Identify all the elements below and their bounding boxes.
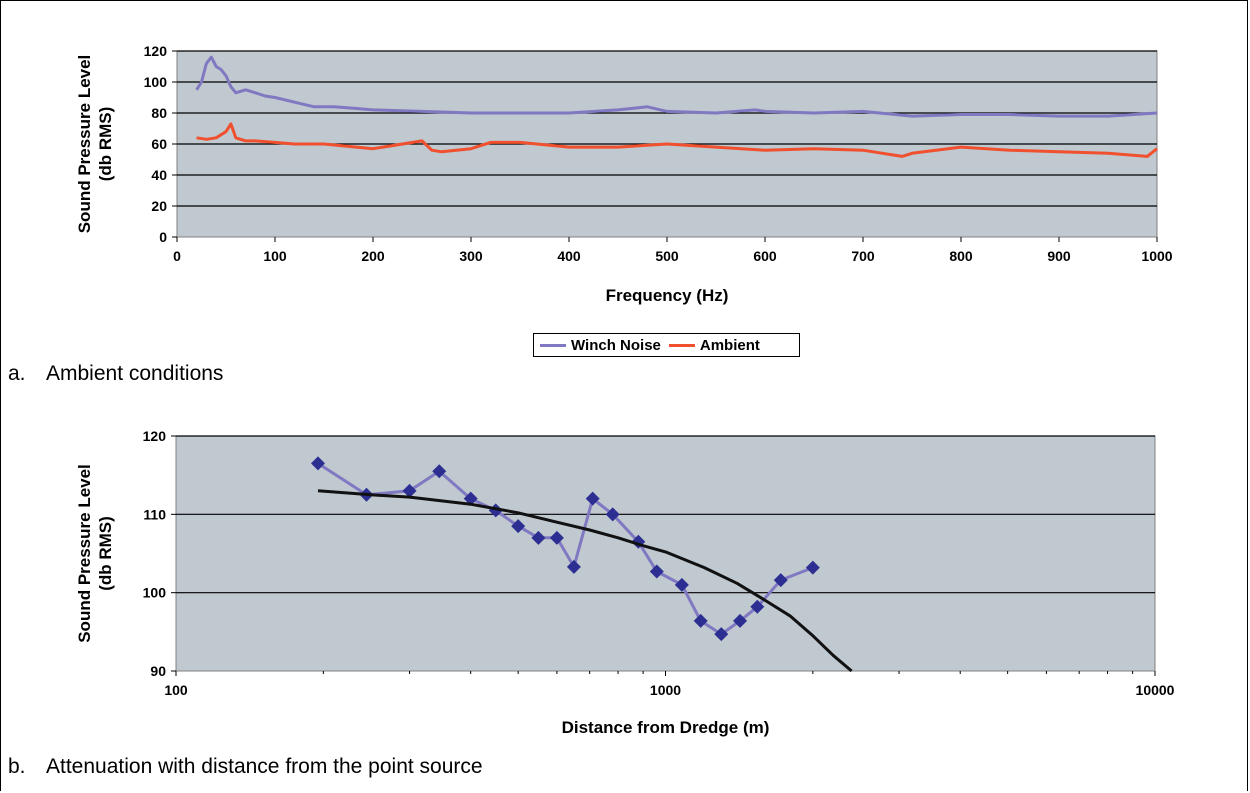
x-tick-label: 100: [164, 682, 188, 698]
legend-swatch-ambient: [668, 343, 695, 347]
y-tick-label: 120: [144, 43, 168, 59]
data-point: [693, 613, 708, 628]
series-winch-noise-line: [195, 55, 1158, 118]
series-1-line: [317, 489, 853, 673]
y-tick-label: 100: [144, 74, 168, 90]
data-point: [585, 491, 600, 506]
caption-b-label: b.: [8, 755, 26, 778]
y-tick-label: 80: [151, 105, 167, 121]
legend: Winch Noise Ambient: [533, 333, 800, 357]
data-point: [750, 599, 765, 614]
data-point: [773, 573, 788, 588]
data-point: [733, 613, 748, 628]
x-axis-title: Distance from Dredge (m): [562, 718, 770, 737]
chart-attenuation-distance: 90 100 110 120 100 1000 10000 Distance from Dre…: [75, 428, 1175, 737]
x-tick-label: 400: [557, 248, 581, 264]
y-tick-label: 60: [151, 136, 167, 152]
y-axis-title-line1: Sound Pressure Level: [75, 464, 94, 643]
series-ambient-line: [196, 122, 1158, 158]
x-tick-label: 800: [949, 248, 973, 264]
y-tick-label: 20: [151, 198, 167, 214]
x-tick-label: 0: [173, 248, 181, 264]
caption-a: a. Ambient conditions: [8, 362, 223, 386]
legend-label-winch-noise: Winch Noise: [571, 336, 661, 354]
y-tick-label: 120: [143, 428, 167, 444]
x-tick-label: 10000: [1136, 682, 1175, 698]
x-tick-label: 1000: [1141, 248, 1172, 264]
data-point: [432, 464, 447, 479]
x-tick-label: 1000: [650, 682, 681, 698]
data-point: [310, 456, 325, 471]
x-tick-label: 300: [459, 248, 483, 264]
data-point: [463, 491, 478, 506]
y-axis-title-line2: (db RMS): [96, 107, 115, 182]
legend-swatch-winch-noise: [540, 343, 566, 347]
legend-label-ambient: Ambient: [699, 336, 760, 354]
chart-ambient-conditions: 0 20 40 60 80 100 120 0 100 200 300 400 500 600 700 800…: [75, 43, 1173, 305]
x-axis-title: Frequency (Hz): [606, 286, 729, 305]
x-tick-label: 900: [1047, 248, 1071, 264]
data-point: [566, 559, 581, 574]
legend-item-ambient: Ambient: [668, 336, 760, 354]
x-tick-label: 500: [655, 248, 679, 264]
y-tick-label: 40: [151, 167, 167, 183]
caption-b: b. Attenuation with distance from the poi…: [8, 755, 483, 779]
caption-b-text: Attenuation with distance from the point…: [46, 755, 483, 778]
legend-item-winch-noise: Winch Noise: [540, 337, 661, 354]
y-tick-label: 100: [143, 585, 167, 601]
y-tick-label: 90: [150, 663, 166, 679]
x-tick-label: 100: [263, 248, 287, 264]
x-tick-label: 600: [753, 248, 777, 264]
data-point: [805, 560, 820, 575]
data-point: [531, 530, 546, 545]
caption-a-label: a.: [8, 362, 26, 385]
data-point: [402, 483, 417, 498]
y-tick-label: 0: [159, 229, 167, 245]
caption-a-text: Ambient conditions: [46, 362, 224, 385]
data-point: [674, 577, 689, 592]
y-axis-title-line2: (db RMS): [96, 516, 115, 591]
y-axis-title-line1: Sound Pressure Level: [75, 55, 94, 234]
data-point: [511, 519, 526, 534]
data-point: [549, 530, 564, 545]
x-tick-label: 700: [851, 248, 875, 264]
data-point: [649, 564, 664, 579]
data-point: [605, 507, 620, 522]
x-tick-label: 200: [361, 248, 385, 264]
y-tick-label: 110: [143, 506, 166, 522]
data-point: [714, 627, 729, 642]
